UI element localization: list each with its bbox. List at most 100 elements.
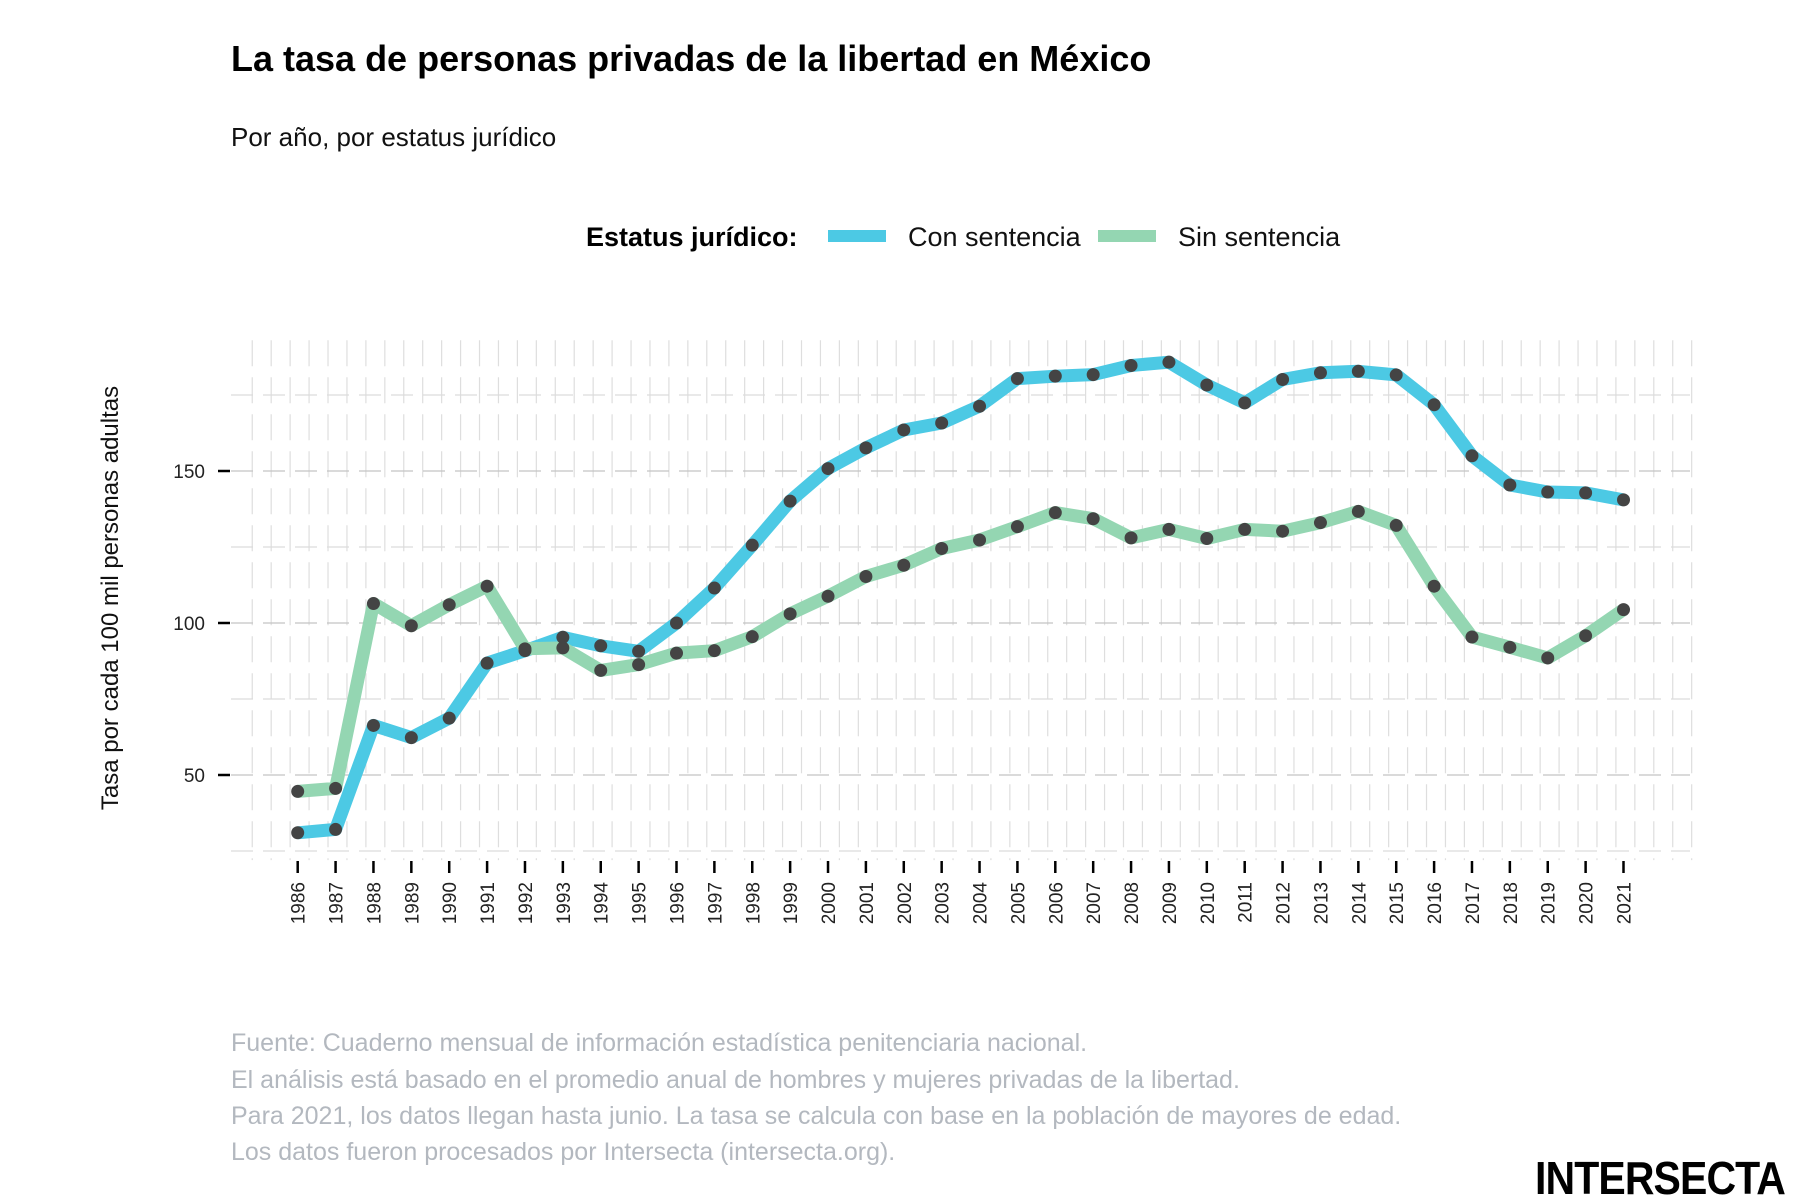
x-tick-label: 2009: [1160, 882, 1181, 924]
data-point-sin-sentencia: [745, 630, 759, 644]
chart-title: La tasa de personas privadas de la liber…: [231, 38, 1151, 79]
legend-title: Estatus jurídico:: [586, 222, 798, 252]
data-point-con-sentencia: [1162, 355, 1176, 369]
data-point-con-sentencia: [859, 441, 873, 455]
y-tick-label: 100: [173, 614, 205, 635]
x-tick-label: 1999: [781, 882, 802, 924]
series-line-sin-sentencia: [297, 504, 1628, 798]
x-tick-label: 1992: [516, 882, 537, 924]
data-point-sin-sentencia: [897, 558, 911, 572]
x-tick-label: 2002: [895, 882, 916, 924]
caption: Fuente: Cuaderno mensual de información …: [231, 1029, 1401, 1166]
data-point-con-sentencia: [1276, 372, 1290, 386]
x-tick-label: 2000: [819, 882, 840, 924]
data-point-sin-sentencia: [1389, 518, 1403, 532]
x-tick-label: 1987: [327, 882, 348, 924]
data-point-con-sentencia: [745, 538, 759, 552]
x-tick-label: 1990: [440, 882, 461, 924]
y-tick-label: 50: [184, 766, 205, 787]
data-point-con-sentencia: [594, 639, 608, 653]
data-point-con-sentencia: [1579, 486, 1593, 500]
x-tick-label: 2010: [1198, 882, 1219, 924]
data-point-sin-sentencia: [329, 781, 343, 795]
x-tick-label: 2020: [1577, 882, 1598, 924]
data-point-sin-sentencia: [1427, 579, 1441, 593]
data-point-con-sentencia: [821, 462, 835, 476]
data-point-sin-sentencia: [556, 641, 570, 655]
y-axis-title: Tasa por cada 100 mil personas adultas: [97, 386, 124, 810]
x-tick-label: 1997: [705, 882, 726, 924]
x-tick-label: 2018: [1501, 882, 1522, 924]
data-point-con-sentencia: [1427, 398, 1441, 412]
data-point-con-sentencia: [1124, 359, 1138, 373]
data-point-sin-sentencia: [518, 642, 532, 656]
x-tick-label: 2016: [1425, 882, 1446, 924]
data-point-con-sentencia: [1503, 478, 1517, 492]
x-tick-label: 2003: [933, 882, 954, 924]
x-tick-label: 2004: [971, 882, 992, 925]
x-tick-label: 1995: [630, 882, 651, 924]
data-point-con-sentencia: [1465, 449, 1479, 463]
x-tick-label: 1993: [554, 882, 575, 924]
x-tick-label: 1996: [668, 882, 689, 924]
data-point-sin-sentencia: [1541, 651, 1555, 665]
y-tick-label: 150: [173, 462, 205, 483]
x-tick-label: 2001: [857, 882, 878, 924]
x-tick-label: 2006: [1046, 882, 1067, 924]
data-point-sin-sentencia: [1124, 531, 1138, 545]
caption-line-2021-note: Para 2021, los datos llegan hasta junio.…: [231, 1102, 1401, 1130]
x-tick-label: 2008: [1122, 882, 1143, 924]
data-point-sin-sentencia: [1617, 603, 1630, 617]
data-point-sin-sentencia: [1276, 524, 1290, 538]
x-tick-label: 2005: [1008, 882, 1029, 924]
caption-line-analysis: El análisis está basado en el promedio a…: [231, 1066, 1240, 1094]
data-point-con-sentencia: [1010, 372, 1024, 386]
data-point-sin-sentencia: [1351, 504, 1365, 518]
x-tick-label: 2011: [1236, 882, 1257, 923]
data-point-con-sentencia: [973, 399, 987, 413]
data-point-con-sentencia: [291, 826, 305, 840]
x-tick-label: 2013: [1311, 882, 1332, 924]
data-point-sin-sentencia: [821, 589, 835, 603]
data-point-sin-sentencia: [1200, 531, 1214, 545]
data-point-con-sentencia: [442, 711, 456, 725]
data-point-con-sentencia: [1048, 369, 1062, 383]
data-point-con-sentencia: [1389, 368, 1403, 382]
data-point-sin-sentencia: [442, 598, 456, 612]
x-axis: 1986 1987 1988 1989 1990 1991 1992 1993 1994 1995…: [289, 861, 1636, 924]
data-point-sin-sentencia: [783, 607, 797, 621]
legend-label-con-sentencia: Con sentencia: [908, 222, 1082, 252]
data-point-con-sentencia: [670, 616, 683, 630]
x-tick-label: 1991: [478, 882, 499, 924]
data-point-sin-sentencia: [594, 663, 608, 677]
legend-swatch-sin-sentencia: [1098, 230, 1156, 242]
data-point-con-sentencia: [783, 494, 797, 508]
legend: Estatus jurídico: Con sentencia Sin sent…: [586, 222, 1341, 252]
data-point-con-sentencia: [1617, 493, 1630, 507]
x-tick-label: 2015: [1387, 882, 1408, 924]
plot-series: [291, 355, 1630, 840]
x-tick-label: 2007: [1084, 882, 1105, 924]
data-point-sin-sentencia: [707, 644, 721, 658]
chart-subtitle: Por año, por estatus jurídico: [231, 122, 556, 152]
data-point-sin-sentencia: [366, 597, 380, 611]
x-tick-label: 1986: [289, 882, 310, 924]
x-tick-label: 2012: [1274, 882, 1295, 924]
data-point-con-sentencia: [1086, 368, 1100, 382]
x-tick-label: 2014: [1349, 882, 1370, 925]
data-point-con-sentencia: [1541, 485, 1555, 499]
x-tick-label: 1994: [592, 882, 613, 925]
data-point-sin-sentencia: [973, 533, 987, 547]
data-point-sin-sentencia: [291, 784, 305, 798]
data-point-con-sentencia: [1238, 396, 1252, 410]
x-tick-label: 2017: [1463, 882, 1484, 924]
data-point-sin-sentencia: [480, 579, 494, 593]
y-axis: 50 100 150: [173, 462, 230, 787]
data-point-con-sentencia: [1351, 364, 1365, 378]
data-point-sin-sentencia: [1086, 512, 1100, 526]
data-point-sin-sentencia: [670, 646, 683, 660]
data-point-sin-sentencia: [859, 569, 873, 583]
data-point-con-sentencia: [1313, 366, 1327, 380]
x-tick-label: 1988: [364, 882, 385, 924]
